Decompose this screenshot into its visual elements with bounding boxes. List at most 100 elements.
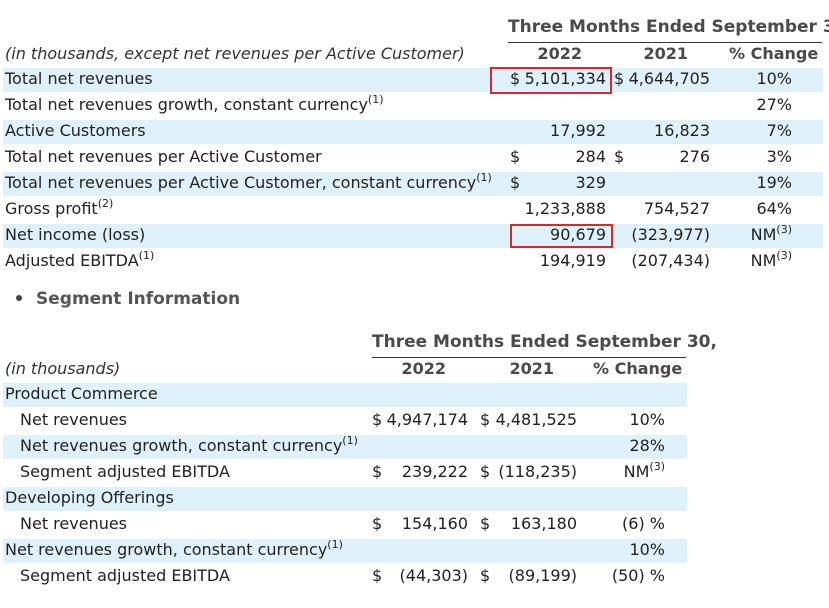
- percent-change: 28%: [545, 436, 665, 455]
- currency-symbol: $: [614, 69, 625, 88]
- footnote-marker: (1): [367, 93, 384, 106]
- percent-change-value: 19%: [756, 173, 792, 192]
- row-band: [3, 120, 823, 144]
- row-label: Gross profit(2): [5, 197, 114, 218]
- percent-change: 19%: [672, 173, 792, 192]
- highlight-box-revenue: [490, 67, 612, 94]
- value-2022: 194,919: [539, 251, 606, 270]
- footnote-marker: (3): [776, 249, 792, 262]
- currency-symbol: $: [510, 173, 521, 192]
- value-2022: (44,303): [399, 566, 468, 585]
- percent-change: 7%: [672, 121, 792, 140]
- value-2022: 1,233,888: [524, 199, 606, 218]
- value-2021: (207,434): [631, 251, 710, 270]
- value-2022: 284: [575, 147, 606, 166]
- table1-col-2021: 2021: [643, 44, 688, 63]
- row-label: Total net revenues per Active Customer, …: [5, 171, 492, 192]
- row-band: [3, 539, 687, 563]
- percent-change-value: (6) %: [622, 514, 665, 533]
- bullet-icon: [16, 295, 22, 301]
- percent-change-value: NM: [623, 462, 650, 481]
- percent-change: 10%: [545, 540, 665, 559]
- row-label-text: Gross profit: [5, 199, 98, 218]
- currency-symbol: $: [372, 462, 383, 481]
- value-2022: 4,947,174: [386, 410, 468, 429]
- row-label-text: Adjusted EBITDA: [5, 251, 139, 270]
- table2-caption: (in thousands): [5, 359, 121, 378]
- row-label-text: Developing Offerings: [5, 488, 174, 507]
- row-band: [3, 172, 823, 196]
- footnote-marker: (1): [138, 249, 155, 262]
- value-2022: 329: [575, 173, 606, 192]
- row-label: Net revenues growth, constant currency(1…: [5, 538, 343, 559]
- row-label-text: Segment adjusted EBITDA: [20, 566, 230, 585]
- footnote-marker: (3): [776, 223, 792, 236]
- percent-change-value: 3%: [766, 147, 792, 166]
- row-label: Active Customers: [5, 121, 146, 140]
- segment-heading: Segment Information: [16, 289, 240, 309]
- footnote-marker: (1): [327, 538, 343, 551]
- row-label: Total net revenues: [5, 69, 153, 88]
- row-label: Developing Offerings: [5, 488, 174, 507]
- value-2021: (323,977): [631, 225, 710, 244]
- row-label-text: Net revenues growth, constant currency: [5, 540, 328, 559]
- row-label: Total net revenues growth, constant curr…: [5, 93, 384, 114]
- percent-change-value: 7%: [766, 121, 792, 140]
- footnote-marker: (2): [97, 197, 114, 210]
- table1-period-rule: [508, 42, 822, 43]
- footnote-marker: (1): [476, 171, 492, 184]
- currency-symbol: $: [510, 69, 521, 88]
- percent-change-value: 10%: [629, 540, 665, 559]
- percent-change: (6) %: [545, 514, 665, 533]
- currency-symbol: $: [372, 410, 383, 429]
- row-label: Total net revenues per Active Customer: [5, 147, 322, 166]
- percent-change-value: 10%: [629, 410, 665, 429]
- row-label: Segment adjusted EBITDA: [20, 566, 230, 585]
- row-label: Net revenues: [20, 410, 127, 429]
- row-label-text: Total net revenues per Active Customer: [5, 147, 322, 166]
- currency-symbol: $: [480, 566, 491, 585]
- row-label-text: Net revenues growth, constant currency: [20, 436, 343, 455]
- row-label-text: Total net revenues per Active Customer, …: [5, 173, 477, 192]
- row-label: Net revenues: [20, 514, 127, 533]
- table1-col-change: % Change: [729, 44, 819, 63]
- footnote-marker: (1): [342, 434, 358, 447]
- footnote-marker: (3): [649, 460, 665, 473]
- percent-change-value: 27%: [756, 95, 792, 114]
- currency-symbol: $: [480, 514, 491, 533]
- row-label: Product Commerce: [5, 384, 158, 403]
- value-2022: 154,160: [401, 514, 468, 533]
- table1-caption: (in thousands, except net revenues per A…: [5, 44, 465, 63]
- row-band: [3, 383, 687, 407]
- percent-change: 10%: [545, 410, 665, 429]
- value-2021: (89,199): [508, 566, 577, 585]
- percent-change: (50) %: [545, 566, 665, 585]
- value-2021: 276: [679, 147, 710, 166]
- value-2021: 163,180: [510, 514, 577, 533]
- table2-col-change: % Change: [593, 359, 683, 378]
- row-label-text: Net income (loss): [5, 225, 146, 244]
- percent-change: NM(3): [672, 223, 792, 244]
- row-band: [3, 68, 823, 92]
- value-2022: 5,101,334: [524, 69, 606, 88]
- percent-change-value: NM: [750, 251, 777, 270]
- value-2021: 4,644,705: [628, 69, 710, 88]
- value-2021: 16,823: [654, 121, 710, 140]
- percent-change-value: 28%: [629, 436, 665, 455]
- table2-period-header: Three Months Ended September 30,: [372, 332, 717, 352]
- value-2022: 239,222: [401, 462, 468, 481]
- row-label-text: Net revenues: [20, 410, 128, 429]
- segment-heading-text: Segment Information: [36, 289, 241, 309]
- row-band: [3, 487, 687, 511]
- row-label-text: Total net revenues: [5, 69, 153, 88]
- row-band: [3, 435, 687, 459]
- value-2021: (118,235): [498, 462, 577, 481]
- value-2021: 754,527: [643, 199, 710, 218]
- row-label-text: Net revenues: [20, 514, 128, 533]
- value-2022: 17,992: [550, 121, 606, 140]
- percent-change-value: 64%: [756, 199, 792, 218]
- percent-change-value: 10%: [756, 69, 792, 88]
- currency-symbol: $: [480, 410, 491, 429]
- percent-change: 27%: [672, 95, 792, 114]
- row-band: [3, 224, 823, 248]
